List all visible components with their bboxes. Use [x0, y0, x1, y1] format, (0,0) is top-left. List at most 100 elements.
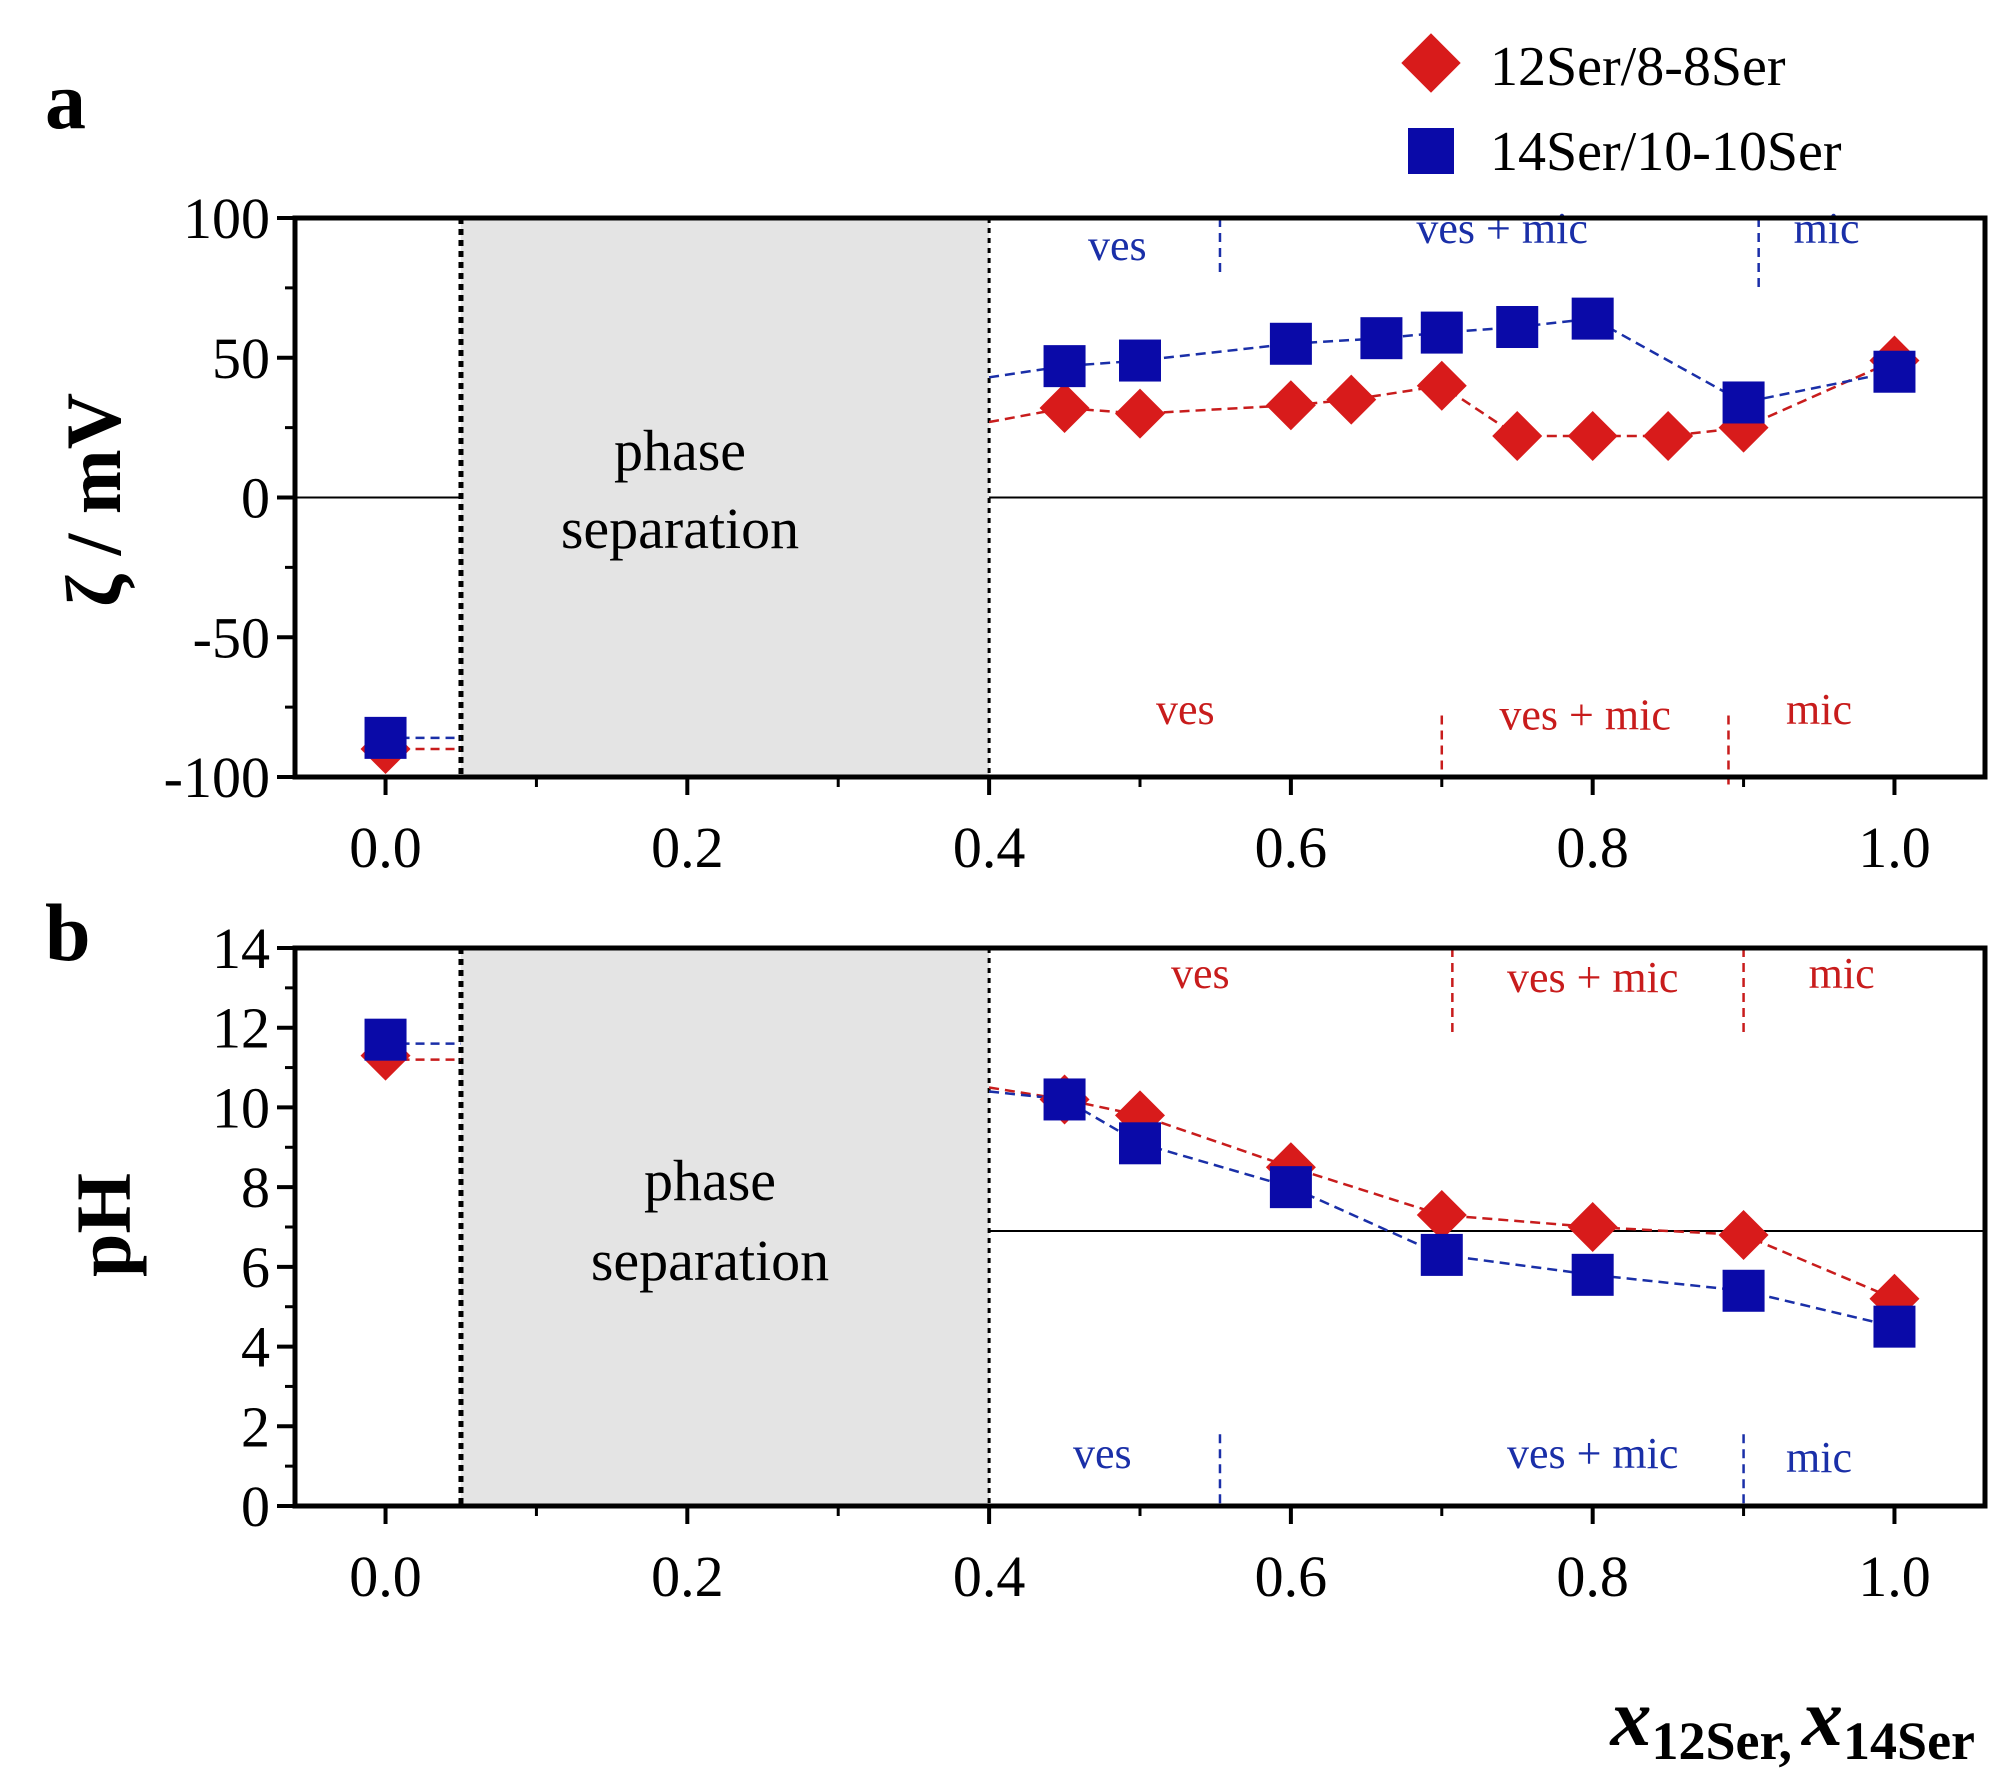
y-tick-label: -100 [164, 745, 270, 810]
legend-marker-red [1401, 33, 1461, 93]
series-line-blue [988, 317, 1895, 404]
data-point-diamond [1643, 411, 1694, 462]
data-point-diamond [1718, 1209, 1769, 1260]
annotations-a: ves ves + mic mic ves ves + mic mic [1088, 204, 1860, 739]
data-point-square [1043, 345, 1086, 388]
y-tick-label: 14 [212, 916, 270, 981]
data-point-square [1043, 1078, 1086, 1121]
data-point-diamond [1567, 1202, 1618, 1252]
data-point-square [1119, 1122, 1161, 1165]
phase-label-line2-b: separation [591, 1228, 829, 1293]
data-point-square [1722, 1269, 1765, 1312]
data-point-diamond [1492, 411, 1543, 462]
x-tick-label: 0.8 [1556, 1544, 1629, 1609]
x-tick-label: 0.4 [953, 1544, 1026, 1609]
region-label-red: ves + mic [1507, 953, 1678, 1002]
data-point-diamond [1326, 374, 1377, 425]
data-point-diamond [1115, 388, 1165, 439]
panel-a: a ves ves + mic mic ves ves + mic mic 100 50 0 -… [45, 55, 1988, 880]
data-point-square [1571, 297, 1614, 340]
data-markers-a [360, 297, 1920, 775]
phase-separation-region-b [458, 948, 991, 1506]
x-tick-label: 0.0 [349, 1544, 422, 1609]
y-tick-label: 100 [183, 186, 270, 251]
x-tick-label: 0.4 [953, 815, 1026, 880]
region-label-red: mic [1809, 949, 1875, 998]
data-markers-b [360, 1018, 1920, 1348]
data-point-diamond [1416, 360, 1467, 411]
data-point-square [364, 716, 407, 759]
y-axis-label-b: pH [60, 1173, 147, 1277]
y-tick-label: 4 [241, 1315, 270, 1380]
legend-marker-blue [1408, 128, 1454, 174]
data-point-diamond [1416, 1190, 1467, 1241]
x-tick-label: 0.2 [651, 1544, 724, 1609]
data-point-square [1722, 381, 1765, 424]
y-tick-label: 2 [241, 1394, 270, 1459]
region-label-blue: ves [1073, 1429, 1132, 1478]
data-point-square [1496, 306, 1539, 349]
data-point-square [1269, 322, 1312, 365]
y-tick-label: 6 [241, 1235, 270, 1300]
y-tick-label: -50 [193, 605, 270, 670]
phase-region-fill [460, 218, 990, 777]
tick-marks-b [277, 946, 1897, 1524]
y-tick-labels-b: 14 12 10 8 6 4 2 0 [212, 916, 270, 1539]
legend-label-blue: 14Ser/10-10Ser [1490, 121, 1842, 183]
data-point-square [1360, 317, 1403, 360]
region-label-blue: ves + mic [1507, 1429, 1678, 1478]
x-axis-label-sub2: 14Ser [1843, 1711, 1975, 1768]
data-point-square [1420, 1233, 1463, 1276]
phase-label-line1-b: phase [644, 1148, 776, 1213]
annotations-b: ves ves + mic mic ves ves + mic mic [1073, 949, 1875, 1482]
y-tick-label: 0 [241, 466, 270, 531]
x-tick-label: 0.0 [349, 815, 422, 880]
phase-label-line1-a: phase [614, 418, 746, 483]
data-point-square [1873, 350, 1916, 393]
y-tick-label: 12 [212, 996, 270, 1061]
region-label-red: ves + mic [1499, 690, 1670, 739]
y-tick-labels-a: 100 50 0 -50 -100 [164, 186, 270, 810]
x-axis-label-sub1: 12Ser, [1652, 1711, 1793, 1768]
phase-region-fill [460, 948, 990, 1506]
region-label-red: ves [1171, 949, 1230, 998]
x-tick-label: 0.6 [1255, 815, 1328, 880]
x-tick-label: 0.8 [1556, 815, 1629, 880]
panel-letter-b: b [45, 887, 91, 978]
data-point-square [1873, 1305, 1916, 1348]
boundary-lines-b [1218, 948, 1745, 1506]
legend: 12Ser/8-8Ser 14Ser/10-10Ser [1401, 33, 1842, 183]
x-tick-label: 1.0 [1858, 1544, 1931, 1609]
panel-letter-a: a [45, 55, 86, 146]
data-point-square [364, 1018, 407, 1061]
phase-separation-region-a [458, 218, 991, 777]
region-label-red: ves [1156, 685, 1215, 734]
data-point-square [1269, 1166, 1312, 1209]
data-point-square [1420, 311, 1463, 354]
tick-marks-a [277, 216, 1897, 795]
region-label-blue: ves + mic [1416, 204, 1587, 253]
region-label-blue: mic [1786, 1433, 1852, 1482]
x-axis-label-var1: x [1610, 1672, 1652, 1763]
y-tick-label: 10 [212, 1075, 270, 1140]
x-tick-label: 1.0 [1858, 815, 1931, 880]
x-tick-labels-b: 0.0 0.2 0.4 0.6 0.8 1.0 [349, 1544, 1930, 1609]
data-point-square [1119, 339, 1161, 382]
y-tick-label: 50 [212, 326, 270, 391]
region-label-blue: ves [1088, 221, 1147, 270]
data-point-square [1571, 1253, 1614, 1296]
x-tick-label: 0.2 [651, 815, 724, 880]
legend-label-red: 12Ser/8-8Ser [1490, 36, 1786, 98]
region-label-red: mic [1786, 685, 1852, 734]
region-label-blue: mic [1794, 204, 1860, 253]
y-tick-label: 0 [241, 1474, 270, 1539]
phase-label-line2-a: separation [561, 496, 799, 561]
y-tick-label: 8 [241, 1155, 270, 1220]
boundary-lines-a [1218, 218, 1760, 786]
x-axis-label: x12Ser, x14Ser [1610, 1672, 1975, 1768]
x-tick-label: 0.6 [1255, 1544, 1328, 1609]
series-line-blue [988, 1090, 1895, 1328]
x-axis-label-var2: x [1801, 1672, 1843, 1763]
x-tick-labels-a: 0.0 0.2 0.4 0.6 0.8 1.0 [349, 815, 1930, 880]
